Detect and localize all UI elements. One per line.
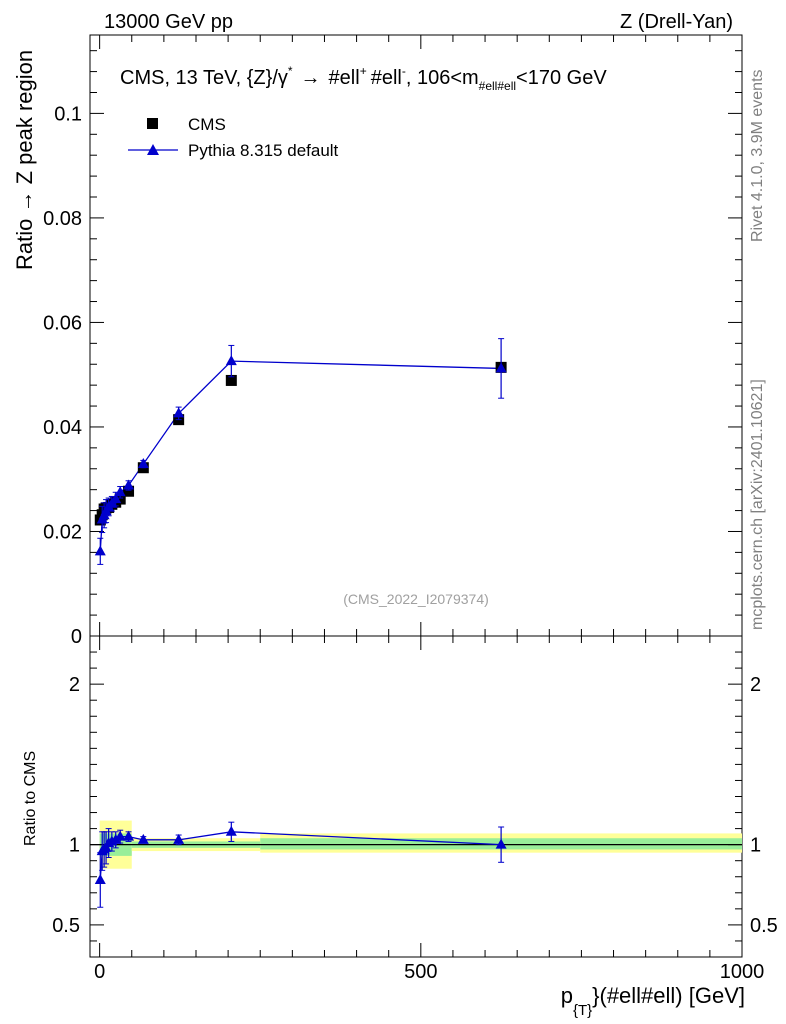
pythia-data-point — [495, 362, 507, 373]
y-tick-label: 0.08 — [43, 208, 82, 230]
x-tick-label: 500 — [404, 961, 437, 983]
legend: CMS Pythia 8.315 default — [128, 115, 339, 160]
pythia-data-point — [173, 407, 185, 418]
cms-data-point — [114, 493, 126, 505]
main-y-axis-label: Ratio → Z peak region — [12, 50, 37, 270]
rivet-version-text: Rivet 4.1.0, 3.9M events — [749, 69, 766, 242]
y-tick-label: 0.06 — [43, 312, 82, 334]
ratio-y-tick-label: 2 — [69, 674, 80, 696]
ratio-y-tick-label-right: 1 — [750, 835, 761, 857]
legend-cms-marker — [147, 118, 158, 129]
pythia-data-point — [94, 545, 106, 556]
cms-data-point — [123, 485, 135, 497]
legend-cms-label: CMS — [188, 115, 226, 134]
x-tick-label: 0 — [94, 961, 105, 983]
pythia-data-point — [110, 493, 122, 504]
ratio-y-tick-label: 0.5 — [52, 915, 80, 937]
ratio-data-point — [137, 833, 149, 844]
main-data-layer — [94, 338, 507, 565]
ratio-data-point — [173, 833, 185, 844]
legend-pythia-marker — [147, 144, 159, 155]
y-tick-label: 0.04 — [43, 417, 82, 439]
ratio-data-point — [114, 830, 126, 841]
x-tick-label: 1000 — [720, 961, 765, 983]
y-tick-label: 0.02 — [43, 521, 82, 543]
pythia-data-point — [225, 355, 237, 366]
pythia-series-line — [99, 360, 502, 552]
pythia-data-point — [137, 458, 149, 469]
analysis-watermark: (CMS_2022_I2079374) — [343, 591, 489, 607]
pythia-data-point — [114, 486, 126, 497]
y-tick-label: 0.1 — [54, 103, 82, 125]
ratio-data-point — [495, 838, 507, 849]
ratio-data-point — [123, 830, 135, 841]
ratio-y-tick-label: 1 — [69, 835, 80, 857]
chart-title: CMS, 13 TeV, {Z}/γ* → #ell+ #ell-, 106<m#el… — [120, 64, 607, 93]
ratio-y-tick-label-right: 0.5 — [750, 915, 778, 937]
ratio-axis-ticks: 0.5 0.5 1 1 2 2 — [52, 651, 778, 942]
y-tick-label: 0 — [71, 626, 82, 648]
legend-pythia-label: Pythia 8.315 default — [188, 141, 339, 160]
ratio-data-layer — [94, 821, 507, 908]
ratio-data-point — [225, 825, 237, 836]
ratio-panel-frame — [89, 635, 743, 958]
ratio-bands — [90, 820, 742, 869]
ratio-data-point — [94, 873, 106, 884]
header-left: 13000 GeV pp — [104, 11, 233, 33]
ratio-y-axis-label: Ratio to CMS — [22, 751, 39, 846]
pythia-data-point — [123, 479, 135, 490]
header-right: Z (Drell-Yan) — [620, 11, 733, 33]
main-axis-ticks: 0 0.02 0.04 0.06 0.08 0.1 0 500 1000 — [43, 35, 764, 983]
ratio-y-tick-label-right: 2 — [750, 674, 761, 696]
cms-data-point — [225, 374, 237, 386]
x-axis-label: p{T}}(#ell#ell) [GeV] — [561, 983, 745, 1019]
mcplots-url-text: mcplots.cern.ch [arXiv:2401.10621] — [749, 379, 766, 630]
